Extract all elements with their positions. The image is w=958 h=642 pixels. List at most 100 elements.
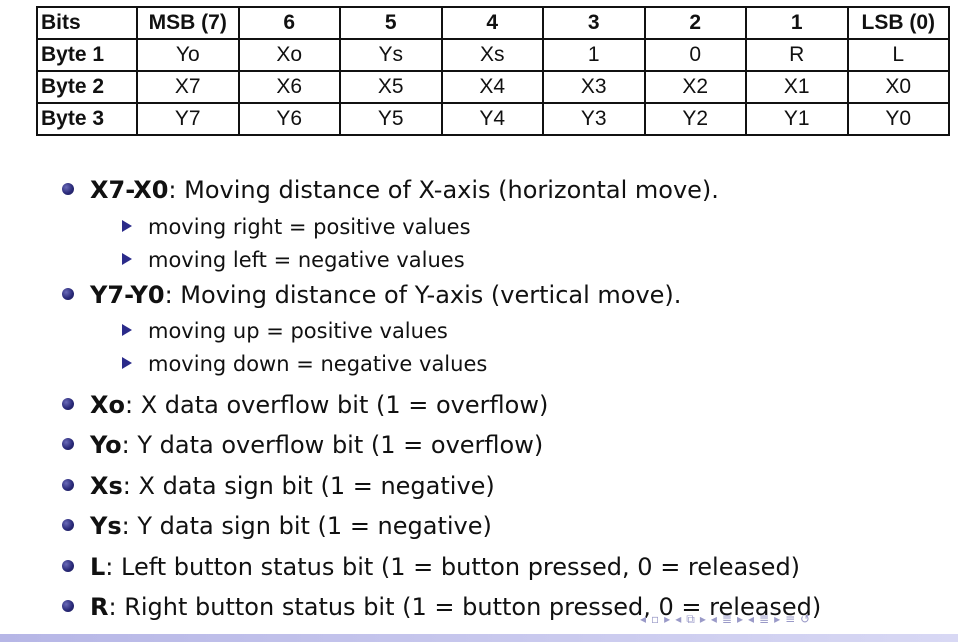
nav-next-arrow-icon[interactable]: ▸ (736, 612, 743, 626)
table-cell: X0 (846, 70, 950, 104)
nav-search-icon[interactable]: ↺ (800, 612, 811, 626)
table-cell: Y5 (339, 102, 443, 136)
table-cell: Y3 (542, 102, 646, 136)
table-cell: X4 (440, 70, 544, 104)
nav-prev-arrow-icon[interactable]: ◂ (747, 612, 754, 626)
bits-table: Bits MSB (7) 6 5 4 3 2 1 LSB (0) Byte 1 … (36, 6, 950, 136)
table-header-cell: 6 (237, 6, 341, 40)
table-cell: Y1 (745, 102, 849, 136)
table-header-cell: 1 (745, 6, 849, 40)
bullet-text: : Left button status bit (1 = button pre… (105, 553, 801, 581)
table-cell: 1 (542, 38, 646, 72)
table-header-cell: MSB (7) (136, 6, 240, 40)
nav-outline-icon[interactable]: ≡ (785, 612, 796, 626)
bullet-text: : Moving distance of X-axis (horizontal … (168, 176, 719, 204)
table-row: Byte 2 X7 X6 X5 X4 X3 X2 X1 X0 (36, 70, 950, 104)
sub-item: moving left = negative values (122, 244, 465, 276)
table-cell: X5 (339, 70, 443, 104)
table-cell: Ys (339, 38, 443, 72)
table-cell: L (846, 38, 950, 72)
table-header-cell: 5 (339, 6, 443, 40)
table-cell: Xo (237, 38, 341, 72)
bullet-text: : Right button status bit (1 = button pr… (108, 593, 822, 621)
bullet-item: Y7-Y0: Moving distance of Y-axis (vertic… (62, 277, 681, 313)
sub-item-text: moving down = negative values (148, 352, 488, 376)
sub-item: moving right = positive values (122, 211, 471, 243)
triangle-icon (122, 253, 132, 265)
nav-next-arrow-icon[interactable]: ▸ (774, 612, 781, 626)
nav-prev-arrow-icon[interactable]: ◂ (675, 612, 682, 626)
table-cell: R (745, 38, 849, 72)
bullet-term: Xo (90, 391, 125, 419)
sub-item-text: moving right = positive values (148, 215, 471, 239)
table-cell: Y7 (136, 102, 240, 136)
bullet-item: Yo: Y data overflow bit (1 = overflow) (62, 427, 543, 463)
table-header-cell: LSB (0) (846, 6, 950, 40)
triangle-icon (122, 220, 132, 232)
nav-subsection-icon[interactable]: ⧉ (686, 612, 695, 626)
table-header-cell: 3 (542, 6, 646, 40)
table-cell: Y4 (440, 102, 544, 136)
sub-item-text: moving up = positive values (148, 319, 448, 343)
table-cell: Xs (440, 38, 544, 72)
sub-item: moving down = negative values (122, 348, 487, 380)
triangle-icon (122, 324, 132, 336)
table-header-cell: 2 (643, 6, 747, 40)
bullet-icon (62, 600, 74, 612)
bullet-icon (62, 438, 74, 450)
bullet-text: : Y data sign bit (1 = negative) (121, 512, 492, 540)
bullet-term: Y7-Y0 (90, 281, 165, 309)
bullet-term: Ys (90, 512, 122, 540)
nav-next-arrow-icon[interactable]: ▸ (664, 612, 671, 626)
bullet-item: R: Right button status bit (1 = button p… (62, 589, 821, 625)
bullet-icon (62, 519, 74, 531)
bullet-term: Yo (90, 431, 122, 459)
row-label: Byte 1 (36, 38, 138, 72)
nav-frame-icon[interactable]: ▫ (651, 612, 660, 626)
table-cell: X6 (237, 70, 341, 104)
nav-prev-arrow-icon[interactable]: ◂ (640, 612, 647, 626)
table-cell: X3 (542, 70, 646, 104)
triangle-icon (122, 357, 132, 369)
table-header-cell: Bits (36, 6, 138, 40)
bullet-item: X7-X0: Moving distance of X-axis (horizo… (62, 172, 719, 208)
bullet-term: Xs (90, 472, 123, 500)
table-cell: 0 (643, 38, 747, 72)
row-label: Byte 2 (36, 70, 138, 104)
bottom-progress-bar (0, 634, 958, 642)
bullet-item: Ys: Y data sign bit (1 = negative) (62, 508, 492, 544)
bullet-text: : X data sign bit (1 = negative) (122, 472, 495, 500)
bullet-item: L: Left button status bit (1 = button pr… (62, 549, 800, 585)
table-header-cell: 4 (440, 6, 544, 40)
bullet-term: L (90, 553, 106, 581)
bullet-text: : Moving distance of Y-axis (vertical mo… (164, 281, 682, 309)
sub-item-text: moving left = negative values (148, 248, 465, 272)
table-header-row: Bits MSB (7) 6 5 4 3 2 1 LSB (0) (36, 6, 950, 40)
table-cell: Yo (136, 38, 240, 72)
row-label: Byte 3 (36, 102, 138, 136)
table-cell: Y2 (643, 102, 747, 136)
bullet-item: Xs: X data sign bit (1 = negative) (62, 468, 495, 504)
beamer-navigation: ◂ ▫ ▸ ◂ ⧉ ▸ ◂ ≣ ▸ ◂ ≣ ▸ ≡ ↺ (640, 612, 958, 634)
bullet-term: R (90, 593, 109, 621)
bullet-icon (62, 288, 74, 300)
bullet-text: : X data overflow bit (1 = overflow) (125, 391, 549, 419)
nav-section-icon[interactable]: ≣ (759, 612, 770, 626)
sub-item: moving up = positive values (122, 315, 448, 347)
table-cell: Y0 (846, 102, 950, 136)
nav-section-icon[interactable]: ≣ (721, 612, 732, 626)
bullet-icon (62, 183, 74, 195)
table-cell: X7 (136, 70, 240, 104)
nav-prev-arrow-icon[interactable]: ◂ (710, 612, 717, 626)
bullet-icon (62, 479, 74, 491)
bullet-item: Xo: X data overflow bit (1 = overflow) (62, 387, 548, 423)
table-cell: Y6 (237, 102, 341, 136)
nav-next-arrow-icon[interactable]: ▸ (699, 612, 706, 626)
table-cell: X1 (745, 70, 849, 104)
table-cell: X2 (643, 70, 747, 104)
bullet-icon (62, 398, 74, 410)
bullet-icon (62, 560, 74, 572)
bullet-term: X7-X0 (90, 176, 169, 204)
table-row: Byte 1 Yo Xo Ys Xs 1 0 R L (36, 38, 950, 72)
table-row: Byte 3 Y7 Y6 Y5 Y4 Y3 Y2 Y1 Y0 (36, 102, 950, 136)
